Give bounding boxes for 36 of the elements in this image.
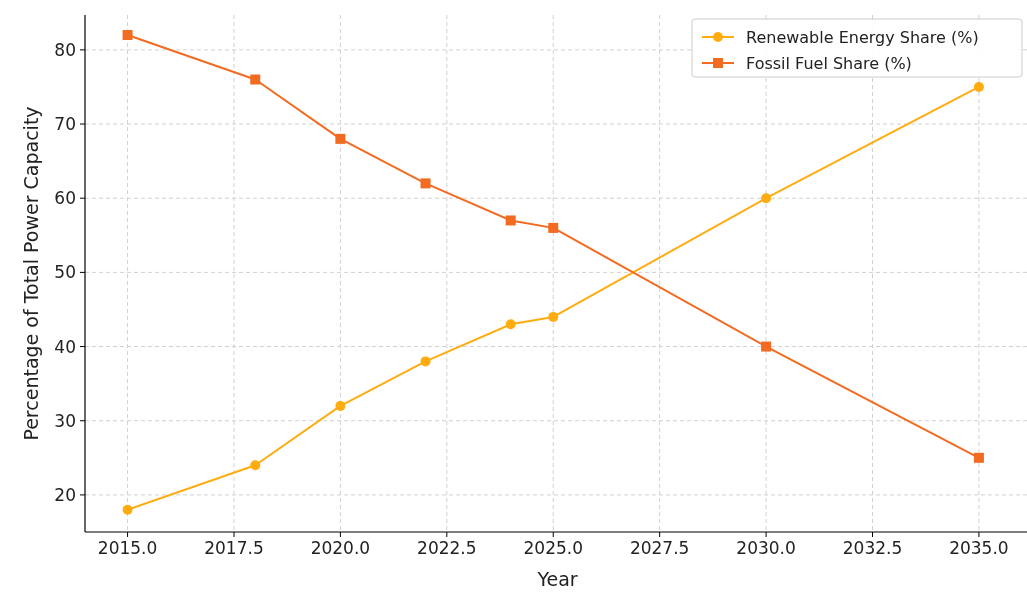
point bbox=[335, 400, 346, 411]
x-tick-label: 2030.0 bbox=[736, 538, 796, 558]
x-tick-label: 2022.5 bbox=[417, 538, 477, 558]
point bbox=[505, 319, 516, 330]
y-tick-label: 40 bbox=[54, 336, 76, 357]
x-tick-label: 2025.0 bbox=[523, 538, 583, 558]
point bbox=[548, 311, 559, 322]
x-tick-label: 2017.5 bbox=[204, 538, 264, 558]
point bbox=[122, 504, 133, 515]
point bbox=[250, 74, 261, 85]
x-axis-title: Year bbox=[536, 568, 578, 590]
x-tick-label: 2027.5 bbox=[629, 538, 690, 558]
x-tick-label: 2015.0 bbox=[97, 538, 158, 558]
y-tick-label: 70 bbox=[54, 113, 76, 134]
y-tick-label: 20 bbox=[54, 484, 76, 505]
point bbox=[420, 356, 431, 367]
y-axis-title: Percentage of Total Power Capacity bbox=[20, 106, 42, 441]
y-tick-label: 50 bbox=[54, 262, 76, 283]
legend-label: Renewable Energy Share (%) bbox=[746, 27, 979, 47]
y-tick-label: 80 bbox=[54, 39, 76, 60]
y-tick-label: 60 bbox=[54, 188, 76, 209]
point bbox=[548, 222, 559, 233]
x-tick-label: 2035.0 bbox=[949, 538, 1009, 558]
x-tick-label: 2032.5 bbox=[842, 538, 903, 558]
point bbox=[420, 178, 431, 189]
point bbox=[973, 81, 984, 92]
y-tick-label: 30 bbox=[54, 410, 76, 431]
point bbox=[761, 193, 772, 204]
point bbox=[973, 452, 984, 463]
point bbox=[122, 30, 133, 41]
point bbox=[761, 341, 772, 352]
point bbox=[335, 133, 346, 144]
point bbox=[250, 460, 261, 471]
x-tick-label: 2020.0 bbox=[310, 538, 371, 558]
legend-label: Fossil Fuel Share (%) bbox=[746, 53, 912, 73]
point bbox=[505, 215, 516, 226]
